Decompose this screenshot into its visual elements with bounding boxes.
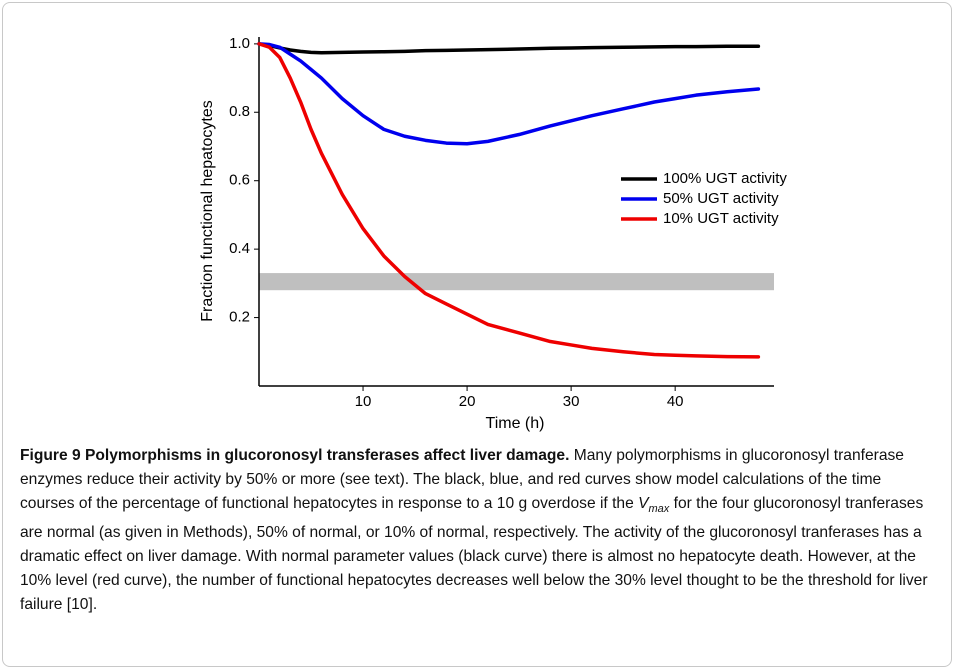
y-tick-label: 0.6 xyxy=(229,172,250,189)
y-tick-label: 1.0 xyxy=(229,35,250,52)
y-tick-label: 0.2 xyxy=(229,309,250,326)
caption-var: V xyxy=(638,495,649,512)
caption: Figure 9 Polymorphisms in glucoronosyl t… xyxy=(20,444,932,617)
y-tick-label: 0.8 xyxy=(229,103,250,120)
y-axis-label: Fraction functional hepatocytes xyxy=(199,100,216,321)
legend-label: 10% UGT activity xyxy=(663,210,779,227)
chart: Time (h) Fraction functional hepatocytes… xyxy=(199,35,787,432)
line xyxy=(257,42,761,146)
x-tick-label: 10 xyxy=(355,393,372,410)
caption-text: for the four glucoronosyl tranferases ar… xyxy=(20,495,928,614)
line xyxy=(257,42,761,359)
x-axis-label: Time (h) xyxy=(486,415,545,432)
x-tick-label: 20 xyxy=(459,393,476,410)
caption-text: Many polymorphisms in glucoronosyl tranf… xyxy=(20,447,904,512)
legend-label: 100% UGT activity xyxy=(663,170,787,187)
x-tick-label: 30 xyxy=(563,393,580,410)
y-tick-label: 0.4 xyxy=(229,240,250,257)
line xyxy=(257,42,761,55)
x-tick-label: 40 xyxy=(667,393,684,410)
caption-var-sub: max xyxy=(648,503,670,516)
threshold-band xyxy=(259,273,774,291)
legend-label: 50% UGT activity xyxy=(663,190,779,207)
caption-title: Figure 9 Polymorphisms in glucoronosyl t… xyxy=(20,447,570,464)
